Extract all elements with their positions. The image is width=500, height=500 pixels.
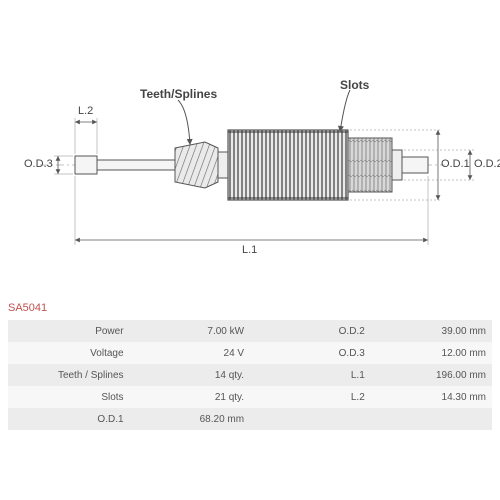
spec-value: 12.00 mm	[371, 342, 492, 364]
teeth-splines-label: Teeth/Splines	[140, 87, 217, 101]
spec-label: Voltage	[8, 342, 130, 364]
slots-label: Slots	[340, 78, 369, 92]
spec-value: 196.00 mm	[371, 364, 492, 386]
spec-label: O.D.3	[250, 342, 371, 364]
spec-value: 21 qty.	[130, 386, 251, 408]
spec-label	[250, 408, 371, 430]
spec-value: 14.30 mm	[371, 386, 492, 408]
table-row: Teeth / Splines 14 qty. L.1 196.00 mm	[8, 364, 492, 386]
table-row: O.D.1 68.20 mm	[8, 408, 492, 430]
spec-value: 68.20 mm	[130, 408, 251, 430]
spec-label: Teeth / Splines	[8, 364, 130, 386]
spec-value: 24 V	[130, 342, 251, 364]
table-row: Slots 21 qty. L.2 14.30 mm	[8, 386, 492, 408]
od1-label: O.D.1	[441, 158, 470, 170]
spec-label: L.2	[250, 386, 371, 408]
spec-label: O.D.2	[250, 320, 371, 342]
od3-label: O.D.3	[24, 158, 53, 170]
spec-value: 39.00 mm	[371, 320, 492, 342]
spec-label: Slots	[8, 386, 130, 408]
spec-label: O.D.1	[8, 408, 130, 430]
armature-diagram: Teeth/Splines Slots L.2 O.D.3 L.1 O.D.1 …	[0, 0, 500, 300]
l1-label: L.1	[242, 244, 257, 256]
table-row: Power 7.00 kW O.D.2 39.00 mm	[8, 320, 492, 342]
od2-label: O.D.2	[474, 158, 500, 170]
spec-table: Power 7.00 kW O.D.2 39.00 mm Voltage 24 …	[8, 320, 492, 430]
spec-value	[371, 408, 492, 430]
l2-label: L.2	[78, 105, 93, 117]
spec-value: 14 qty.	[130, 364, 251, 386]
spec-label: Power	[8, 320, 130, 342]
spec-label: L.1	[250, 364, 371, 386]
spec-value: 7.00 kW	[130, 320, 251, 342]
table-row: Voltage 24 V O.D.3 12.00 mm	[8, 342, 492, 364]
part-number: SA5041	[8, 302, 47, 314]
